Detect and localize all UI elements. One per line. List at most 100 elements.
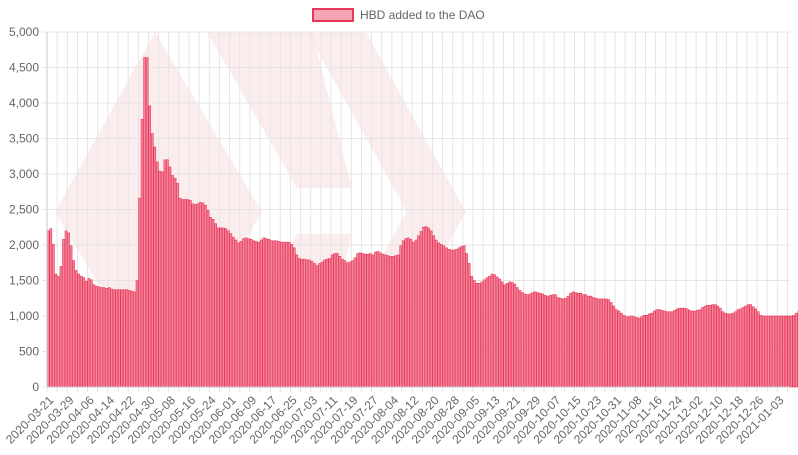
bar [179,198,181,387]
bar [273,241,275,387]
bar [202,203,204,387]
y-tick-label: 500 [19,345,39,359]
bar [374,252,376,387]
bar [88,278,90,387]
bar [156,162,158,387]
bar [166,160,168,387]
bar [321,262,323,387]
legend[interactable]: HBD added to the DAO [313,8,485,22]
bar [55,274,57,387]
bar [630,316,632,387]
bar [778,316,780,387]
bar [481,282,483,387]
bar [106,288,108,387]
bar [590,296,592,387]
y-tick-label: 4,500 [9,61,39,75]
bar [227,231,229,387]
bar [494,275,496,387]
bar [410,239,412,387]
bar [250,239,252,387]
bar [628,317,630,387]
bar [661,310,663,387]
bar [98,287,100,387]
bar [729,314,731,387]
bar [701,307,703,387]
bar [237,243,239,387]
bar [488,276,490,387]
bar [319,263,321,387]
bar [62,239,64,387]
bar [709,305,711,387]
bar [253,241,255,387]
bar [281,242,283,387]
bar [585,295,587,387]
bar [382,254,384,387]
bar [714,305,716,387]
bar [537,293,539,387]
bar [204,205,206,387]
bar [197,204,199,387]
bar [440,244,442,387]
bar [734,312,736,387]
legend-label[interactable]: HBD added to the DAO [360,8,485,22]
bar [694,311,696,387]
bar [669,312,671,387]
bar [752,307,754,387]
bar [684,308,686,387]
bar [296,255,298,387]
legend-swatch[interactable] [313,9,353,21]
bar [215,224,217,387]
bar [790,316,792,387]
bar [339,256,341,387]
bar [658,310,660,387]
bar [349,262,351,387]
bar [314,263,316,387]
bar [448,249,450,387]
bar [549,295,551,387]
bar [329,258,331,387]
bar [463,246,465,387]
bar [177,183,179,387]
bar [288,242,290,387]
bar [390,256,392,387]
bar [417,236,419,387]
y-tick-label: 0 [32,380,39,394]
bar [565,298,567,387]
bar [476,283,478,387]
bar [501,282,503,387]
bar [291,244,293,387]
bar [691,311,693,387]
bar [648,314,650,387]
bar [52,244,54,387]
bar [529,294,531,387]
bar [270,241,272,387]
bar [225,229,227,387]
bar [681,308,683,387]
bar [95,286,97,387]
bar [172,175,174,387]
bar [286,242,288,387]
bar [357,254,359,387]
bar [199,202,201,387]
bar [562,299,564,387]
bar [795,313,797,387]
bar [184,200,186,387]
bar [344,261,346,387]
bar [521,293,523,387]
bar [50,229,52,387]
bar [435,240,437,387]
bar [623,315,625,387]
bar [235,240,237,387]
bar [47,231,49,387]
bar [788,316,790,387]
bar [93,285,95,387]
y-tick-label: 3,500 [9,132,39,146]
bar [111,289,113,387]
bar [532,293,534,387]
bar [727,314,729,387]
bar [592,298,594,387]
bar [458,248,460,387]
bar [354,258,356,387]
bar [367,254,369,387]
